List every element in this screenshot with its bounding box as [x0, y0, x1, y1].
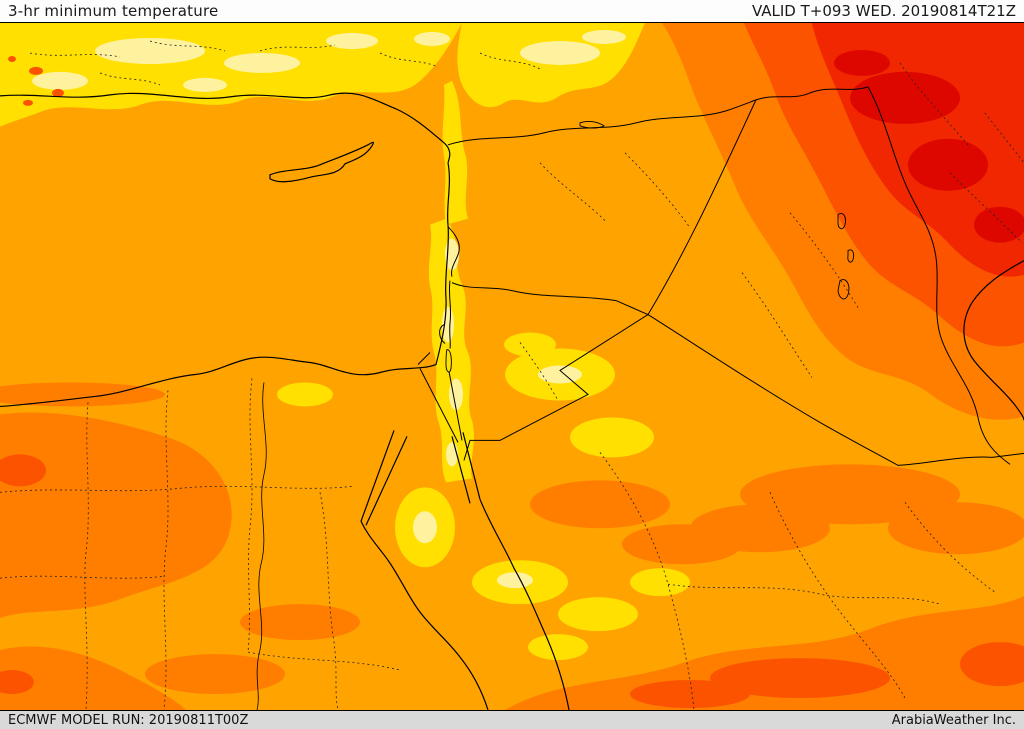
admin-line	[667, 583, 941, 605]
admin-line	[0, 485, 353, 493]
temp-region	[630, 568, 690, 597]
admin-line	[479, 52, 541, 70]
syria-jordan-border	[451, 282, 617, 302]
temp-region	[32, 71, 88, 90]
temp-region	[224, 52, 300, 73]
temp-region	[326, 32, 378, 49]
temp-region	[0, 646, 186, 710]
admin-line	[899, 62, 969, 146]
temp-region	[413, 511, 437, 544]
temp-region	[505, 596, 1024, 710]
jordan-valley-border	[448, 280, 452, 349]
brand-label: ArabiaWeather Inc.	[891, 712, 1016, 728]
temperature-field	[0, 23, 1024, 710]
temp-region	[446, 442, 458, 467]
temp-region	[23, 99, 33, 106]
cyprus-coastline	[269, 141, 374, 183]
admin-line	[624, 152, 691, 228]
temp-region	[622, 524, 742, 565]
temp-region	[558, 597, 638, 632]
temp-region	[52, 88, 64, 97]
admin-line	[0, 575, 166, 579]
temp-region	[428, 218, 474, 483]
lake-assad	[579, 120, 605, 129]
temp-region	[834, 49, 890, 76]
admin-line	[99, 72, 161, 86]
temp-region	[0, 382, 165, 407]
persian-gulf-coastline	[963, 260, 1024, 421]
red-sea-west-shore	[360, 521, 489, 710]
temp-region	[530, 480, 670, 529]
iraq-saudi-border	[647, 314, 899, 466]
temp-region	[570, 417, 654, 458]
admin-line	[247, 651, 401, 671]
jordan-iraq-border	[615, 300, 649, 316]
admin-line	[769, 492, 906, 699]
valid-time-label: VALID T+093 WED. 20190814T21Z	[751, 2, 1016, 20]
temp-region	[449, 378, 463, 411]
temp-region	[457, 23, 645, 108]
west-bank-border	[439, 324, 446, 344]
temp-region	[850, 71, 960, 124]
temp-region	[0, 412, 232, 619]
temp-region	[0, 670, 34, 695]
lebanon-syria-border	[447, 226, 460, 277]
map-header-bar: 3-hr minimum temperature VALID T+093 WED…	[0, 0, 1024, 23]
temp-region	[788, 23, 1024, 277]
temp-region	[960, 642, 1024, 687]
temp-region	[538, 365, 582, 384]
map-title: 3-hr minimum temperature	[8, 2, 219, 20]
admin-line	[519, 342, 559, 401]
temp-region	[497, 572, 533, 589]
dead-sea	[445, 349, 452, 373]
temp-region	[582, 29, 626, 44]
admin-borders	[0, 40, 1024, 710]
turkey-iraq-border	[755, 86, 869, 101]
gulf-of-suez	[360, 430, 408, 526]
temp-region	[974, 206, 1024, 243]
temp-region	[145, 654, 285, 695]
temp-region	[95, 37, 205, 64]
admin-line	[949, 172, 1023, 243]
temp-region	[0, 454, 46, 487]
coastlines	[0, 92, 1024, 710]
iraq-lakes	[837, 213, 855, 300]
model-run-label: ECMWF MODEL RUN: 20190811T00Z	[8, 712, 249, 728]
admin-line	[379, 52, 439, 68]
syria-iraq-border	[647, 99, 757, 315]
jordan-saudi-border	[463, 314, 649, 461]
temperature-map	[0, 23, 1024, 710]
country-borders	[417, 86, 1024, 466]
saudi-kuwait-border	[897, 452, 1024, 466]
temp-region	[240, 604, 360, 641]
levant-egypt-coastline	[0, 162, 451, 408]
temp-region	[29, 66, 43, 75]
admin-line	[29, 52, 121, 58]
temp-region	[630, 680, 750, 709]
gulf-of-aqaba	[451, 432, 481, 504]
temp-region	[520, 40, 600, 65]
temp-region	[8, 55, 16, 62]
iran-border	[867, 86, 1011, 465]
admin-line	[84, 402, 89, 710]
turkey-coastline	[0, 92, 451, 163]
admin-line	[984, 112, 1024, 164]
red-sea-east-shore	[479, 499, 570, 710]
israel-jordan-border	[448, 371, 463, 441]
temp-region	[528, 634, 588, 661]
israel-egypt-border	[419, 368, 459, 443]
map-area	[0, 23, 1024, 710]
temp-region	[183, 77, 227, 92]
temp-region	[888, 502, 1024, 555]
gaza-border	[417, 352, 431, 365]
nile-river	[256, 382, 267, 710]
turkey-syria-border	[447, 99, 757, 146]
temp-region	[504, 332, 556, 357]
temp-region	[277, 382, 333, 407]
map-footer-bar: ECMWF MODEL RUN: 20190811T00Z ArabiaWeat…	[0, 710, 1024, 729]
temp-region	[908, 138, 988, 191]
temp-region	[710, 658, 890, 699]
temp-region	[414, 31, 450, 46]
